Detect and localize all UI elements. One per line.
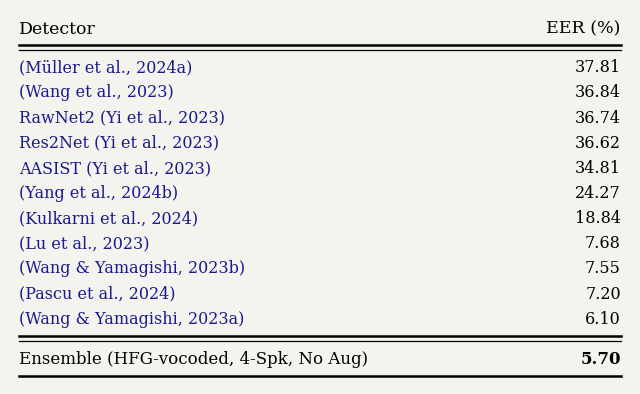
Text: 36.74: 36.74	[575, 110, 621, 126]
Text: 5.70: 5.70	[580, 351, 621, 368]
Text: 18.84: 18.84	[575, 210, 621, 227]
Text: EER (%): EER (%)	[547, 20, 621, 37]
Text: Detector: Detector	[19, 20, 96, 37]
Text: RawNet2 (Yi et al., 2023): RawNet2 (Yi et al., 2023)	[19, 110, 225, 126]
Text: (Wang et al., 2023): (Wang et al., 2023)	[19, 84, 174, 102]
Text: (Yang et al., 2024b): (Yang et al., 2024b)	[19, 185, 179, 202]
Text: 7.68: 7.68	[585, 235, 621, 252]
Text: 7.20: 7.20	[585, 286, 621, 303]
Text: 37.81: 37.81	[575, 59, 621, 76]
Text: Ensemble (HFG-vocoded, 4-Spk, No Aug): Ensemble (HFG-vocoded, 4-Spk, No Aug)	[19, 351, 369, 368]
Text: 34.81: 34.81	[575, 160, 621, 177]
Text: (Wang & Yamagishi, 2023b): (Wang & Yamagishi, 2023b)	[19, 260, 245, 277]
Text: (Wang & Yamagishi, 2023a): (Wang & Yamagishi, 2023a)	[19, 311, 244, 328]
Text: 36.84: 36.84	[575, 84, 621, 102]
Text: 24.27: 24.27	[575, 185, 621, 202]
Text: 7.55: 7.55	[585, 260, 621, 277]
Text: 6.10: 6.10	[585, 311, 621, 328]
Text: Res2Net (Yi et al., 2023): Res2Net (Yi et al., 2023)	[19, 135, 220, 152]
Text: (Kulkarni et al., 2024): (Kulkarni et al., 2024)	[19, 210, 198, 227]
Text: (Pascu et al., 2024): (Pascu et al., 2024)	[19, 286, 176, 303]
Text: (Lu et al., 2023): (Lu et al., 2023)	[19, 235, 150, 252]
Text: AASIST (Yi et al., 2023): AASIST (Yi et al., 2023)	[19, 160, 211, 177]
Text: 36.62: 36.62	[575, 135, 621, 152]
Text: (Müller et al., 2024a): (Müller et al., 2024a)	[19, 59, 193, 76]
